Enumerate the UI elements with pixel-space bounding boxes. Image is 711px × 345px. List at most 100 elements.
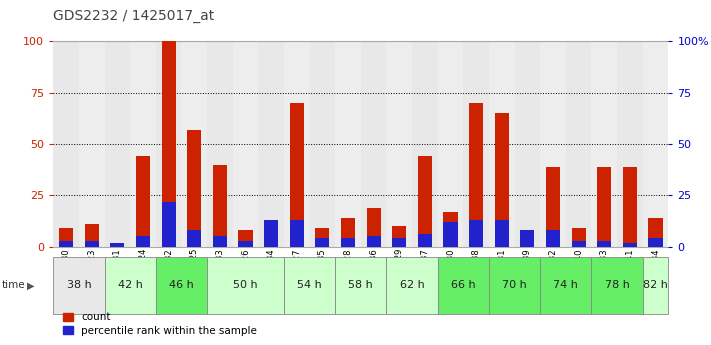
Bar <box>546 167 560 247</box>
Bar <box>489 257 540 314</box>
Text: time: time <box>1 280 25 290</box>
Bar <box>367 208 380 247</box>
Legend: count, percentile rank within the sample: count, percentile rank within the sample <box>58 308 262 340</box>
Bar <box>187 230 201 247</box>
Text: ▶: ▶ <box>27 280 35 290</box>
Bar <box>572 228 586 247</box>
Bar <box>181 41 207 247</box>
Bar <box>335 257 387 314</box>
Text: 66 h: 66 h <box>451 280 476 290</box>
Bar <box>643 41 668 247</box>
Bar <box>264 224 278 247</box>
Bar <box>495 113 509 247</box>
Bar <box>238 230 252 247</box>
Bar <box>187 130 201 247</box>
Bar <box>136 156 150 247</box>
Bar <box>105 41 130 247</box>
Bar <box>335 41 360 247</box>
Text: 70 h: 70 h <box>502 280 527 290</box>
Bar <box>360 41 387 247</box>
Bar <box>623 243 637 247</box>
Text: 62 h: 62 h <box>400 280 424 290</box>
Bar <box>59 240 73 247</box>
Bar <box>213 236 227 247</box>
Text: 58 h: 58 h <box>348 280 373 290</box>
Bar <box>387 257 438 314</box>
Bar <box>495 220 509 247</box>
Bar <box>53 41 79 247</box>
Text: GDS2232 / 1425017_at: GDS2232 / 1425017_at <box>53 9 215 23</box>
Bar <box>316 238 329 247</box>
Bar <box>592 257 643 314</box>
Text: 82 h: 82 h <box>643 280 668 290</box>
Bar <box>623 167 637 247</box>
Bar <box>59 228 73 247</box>
Bar <box>85 224 99 247</box>
Bar <box>540 257 592 314</box>
Bar <box>643 257 668 314</box>
Bar <box>161 41 176 247</box>
Bar <box>341 218 355 247</box>
Bar <box>53 257 105 314</box>
Bar <box>130 41 156 247</box>
Bar <box>438 257 489 314</box>
Bar <box>207 41 232 247</box>
Text: 42 h: 42 h <box>118 280 143 290</box>
Bar <box>387 41 412 247</box>
Text: 54 h: 54 h <box>297 280 322 290</box>
Bar <box>546 230 560 247</box>
Text: 50 h: 50 h <box>233 280 258 290</box>
Bar <box>105 257 156 314</box>
Bar <box>110 243 124 247</box>
Bar <box>540 41 566 247</box>
Bar <box>258 41 284 247</box>
Bar <box>136 236 150 247</box>
Bar <box>110 243 124 247</box>
Bar <box>238 240 252 247</box>
Bar <box>367 236 380 247</box>
Bar <box>289 220 304 247</box>
Bar <box>469 103 483 247</box>
Bar <box>392 238 406 247</box>
Bar <box>597 240 611 247</box>
Bar <box>156 257 207 314</box>
Bar <box>515 41 540 247</box>
Bar <box>316 228 329 247</box>
Bar <box>392 226 406 247</box>
Bar <box>592 41 617 247</box>
Bar <box>444 212 458 247</box>
Bar <box>520 232 535 247</box>
Bar <box>617 41 643 247</box>
Bar <box>520 230 535 247</box>
Bar <box>284 41 309 247</box>
Bar <box>418 156 432 247</box>
Bar <box>213 165 227 247</box>
Bar <box>572 240 586 247</box>
Bar <box>309 41 335 247</box>
Bar <box>489 41 515 247</box>
Bar <box>284 257 335 314</box>
Bar <box>648 238 663 247</box>
Bar <box>264 220 278 247</box>
Text: 38 h: 38 h <box>67 280 91 290</box>
Bar <box>566 41 592 247</box>
Bar <box>412 41 438 247</box>
Text: 46 h: 46 h <box>169 280 194 290</box>
Bar <box>341 238 355 247</box>
Bar <box>648 218 663 247</box>
Text: 74 h: 74 h <box>553 280 578 290</box>
Bar <box>79 41 105 247</box>
Bar <box>444 222 458 247</box>
Bar <box>85 240 99 247</box>
Bar <box>438 41 464 247</box>
Bar <box>207 257 284 314</box>
Bar <box>161 201 176 247</box>
Bar <box>464 41 489 247</box>
Bar <box>232 41 258 247</box>
Bar <box>418 234 432 247</box>
Text: 78 h: 78 h <box>604 280 629 290</box>
Bar <box>469 220 483 247</box>
Bar <box>289 103 304 247</box>
Bar <box>597 167 611 247</box>
Bar <box>156 41 181 247</box>
